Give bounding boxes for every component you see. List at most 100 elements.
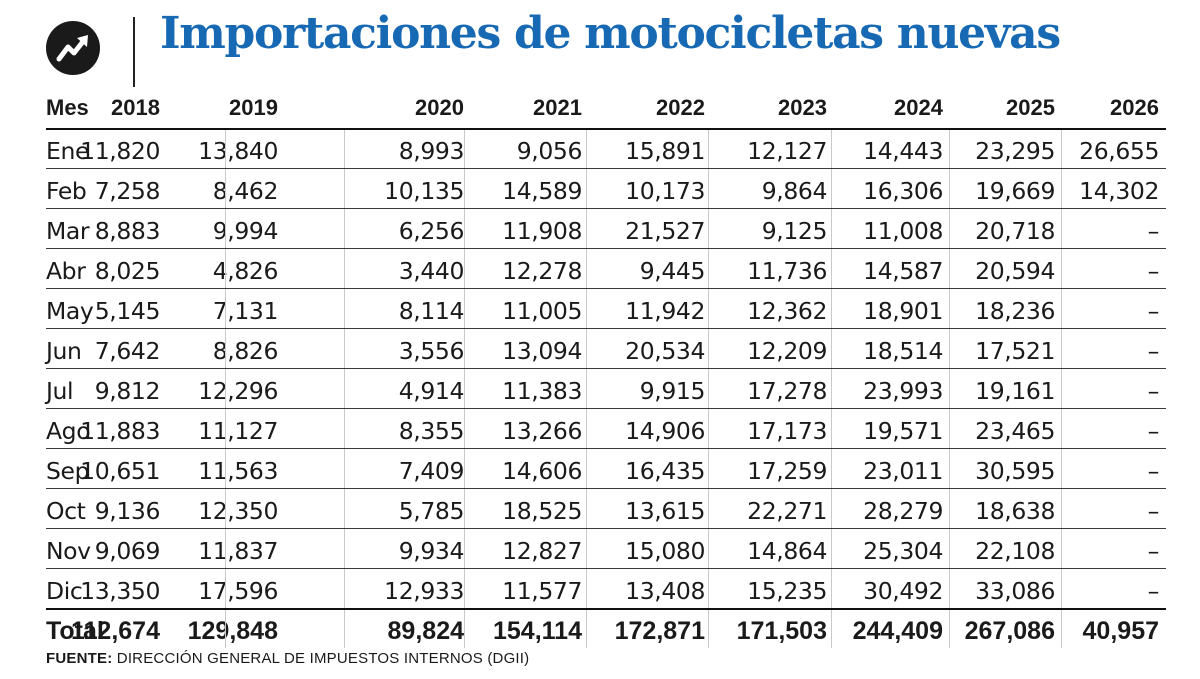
month-cell: Feb	[46, 177, 87, 205]
value-cell: 7,409	[398, 457, 465, 485]
value-cell: 9,069	[94, 537, 161, 565]
value-cell: 11,942	[625, 297, 705, 325]
value-cell: 11,008	[863, 217, 943, 245]
value-cell: 11,820	[80, 137, 160, 165]
value-cell: 12,127	[747, 137, 827, 165]
value-cell: 3,556	[398, 337, 465, 365]
table-row: Ene 11,820 13,840 8,993 9,056 15,891 12,127 14,…	[46, 128, 1166, 168]
value-cell: 11,563	[198, 457, 278, 485]
value-cell: –	[1147, 337, 1160, 365]
total-value-cell: 172,871	[614, 617, 705, 645]
month-cell: Ene	[46, 137, 90, 165]
value-cell: 7,131	[212, 297, 279, 325]
value-cell: 12,362	[747, 297, 827, 325]
value-cell: 9,994	[212, 217, 279, 245]
value-cell: 8,993	[398, 137, 465, 165]
value-cell: 30,492	[863, 577, 943, 605]
page-title: Importaciones de motocicletas nuevas	[160, 8, 1061, 59]
value-cell: 11,577	[502, 577, 582, 605]
table-row: Jun 7,642 8,826 3,556 13,094 20,534 12,209 18,5…	[46, 328, 1166, 368]
table-row: Dic 13,350 17,596 12,933 11,577 13,408 15,235 3…	[46, 568, 1166, 608]
total-value-cell: 267,086	[964, 617, 1055, 645]
value-cell: 8,025	[94, 257, 161, 285]
column-separator	[225, 128, 226, 648]
value-cell: 7,642	[94, 337, 161, 365]
value-cell: 18,514	[863, 337, 943, 365]
month-cell: Abr	[46, 257, 86, 285]
value-cell: 19,571	[863, 417, 943, 445]
value-cell: –	[1147, 257, 1160, 285]
row-rule	[46, 488, 1166, 489]
month-cell: Oct	[46, 497, 86, 525]
value-cell: –	[1147, 577, 1160, 605]
value-cell: 11,736	[747, 257, 827, 285]
column-separator	[708, 128, 709, 648]
value-cell: 17,278	[747, 377, 827, 405]
value-cell: 18,901	[863, 297, 943, 325]
value-cell: 30,595	[975, 457, 1055, 485]
table-row: May 5,145 7,131 8,114 11,005 11,942 12,362 18,9…	[46, 288, 1166, 328]
value-cell: –	[1147, 377, 1160, 405]
value-cell: –	[1147, 497, 1160, 525]
value-cell: 5,785	[398, 497, 465, 525]
value-cell: 20,718	[975, 217, 1055, 245]
value-cell: 17,521	[975, 337, 1055, 365]
total-row: Total 112,674 129,848 89,824 154,114 172,871 1…	[46, 608, 1166, 648]
value-cell: 10,173	[625, 177, 705, 205]
header-year-2023: 2023	[778, 95, 827, 120]
row-rule	[46, 248, 1166, 249]
month-cell: May	[46, 297, 94, 325]
value-cell: 11,837	[198, 537, 278, 565]
table-row: Jul 9,812 12,296 4,914 11,383 9,915 17,278 23,9…	[46, 368, 1166, 408]
header-year-2025: 2025	[1006, 95, 1055, 120]
trend-arrow-glyph	[56, 35, 88, 62]
value-cell: 19,161	[975, 377, 1055, 405]
value-cell: 26,655	[1079, 137, 1159, 165]
header-year-2024: 2024	[894, 95, 943, 120]
table-row: Sep 10,651 11,563 7,409 14,606 16,435 17,259 23…	[46, 448, 1166, 488]
value-cell: 8,826	[212, 337, 279, 365]
value-cell: 23,295	[975, 137, 1055, 165]
value-cell: 14,589	[502, 177, 582, 205]
value-cell: 11,908	[502, 217, 582, 245]
row-rule	[46, 128, 1166, 130]
month-cell: Mar	[46, 217, 90, 245]
value-cell: 13,615	[625, 497, 705, 525]
value-cell: 11,127	[198, 417, 278, 445]
value-cell: –	[1147, 217, 1160, 245]
source-label: FUENTE:	[46, 650, 113, 667]
value-cell: 16,435	[625, 457, 705, 485]
row-rule	[46, 408, 1166, 409]
total-value-cell: 112,674	[71, 617, 160, 645]
header-year-2026: 2026	[1110, 95, 1159, 120]
value-cell: –	[1147, 537, 1160, 565]
row-rule	[46, 288, 1166, 289]
value-cell: 13,266	[502, 417, 582, 445]
value-cell: 10,135	[384, 177, 464, 205]
value-cell: 16,306	[863, 177, 943, 205]
value-cell: 13,840	[198, 137, 278, 165]
value-cell: 18,638	[975, 497, 1055, 525]
imports-table: Mes 2018 2019 2020 2021 2022 2023 2024 2025 2026 E…	[46, 88, 1166, 648]
value-cell: 21,527	[625, 217, 705, 245]
value-cell: 14,864	[747, 537, 827, 565]
table-row: Mar 8,883 9,994 6,256 11,908 21,527 9,125 11,00…	[46, 208, 1166, 248]
table-row: Feb 7,258 8,462 10,135 14,589 10,173 9,864 16,3…	[46, 168, 1166, 208]
value-cell: 13,350	[80, 577, 160, 605]
value-cell: 11,883	[80, 417, 160, 445]
value-cell: 4,914	[398, 377, 465, 405]
header-year-2020: 2020	[415, 95, 464, 120]
value-cell: 17,596	[198, 577, 278, 605]
value-cell: 9,125	[761, 217, 828, 245]
value-cell: 12,278	[502, 257, 582, 285]
value-cell: 9,915	[639, 377, 706, 405]
total-value-cell: 171,503	[736, 617, 827, 645]
value-cell: –	[1147, 297, 1160, 325]
total-value-cell: 244,409	[852, 617, 943, 645]
value-cell: 18,525	[502, 497, 582, 525]
value-cell: 11,383	[502, 377, 582, 405]
row-rule	[46, 448, 1166, 449]
source-note: FUENTE: DIRECCIÓN GENERAL DE IMPUESTOS I…	[46, 650, 529, 667]
value-cell: 9,445	[639, 257, 706, 285]
value-cell: 9,056	[516, 137, 583, 165]
